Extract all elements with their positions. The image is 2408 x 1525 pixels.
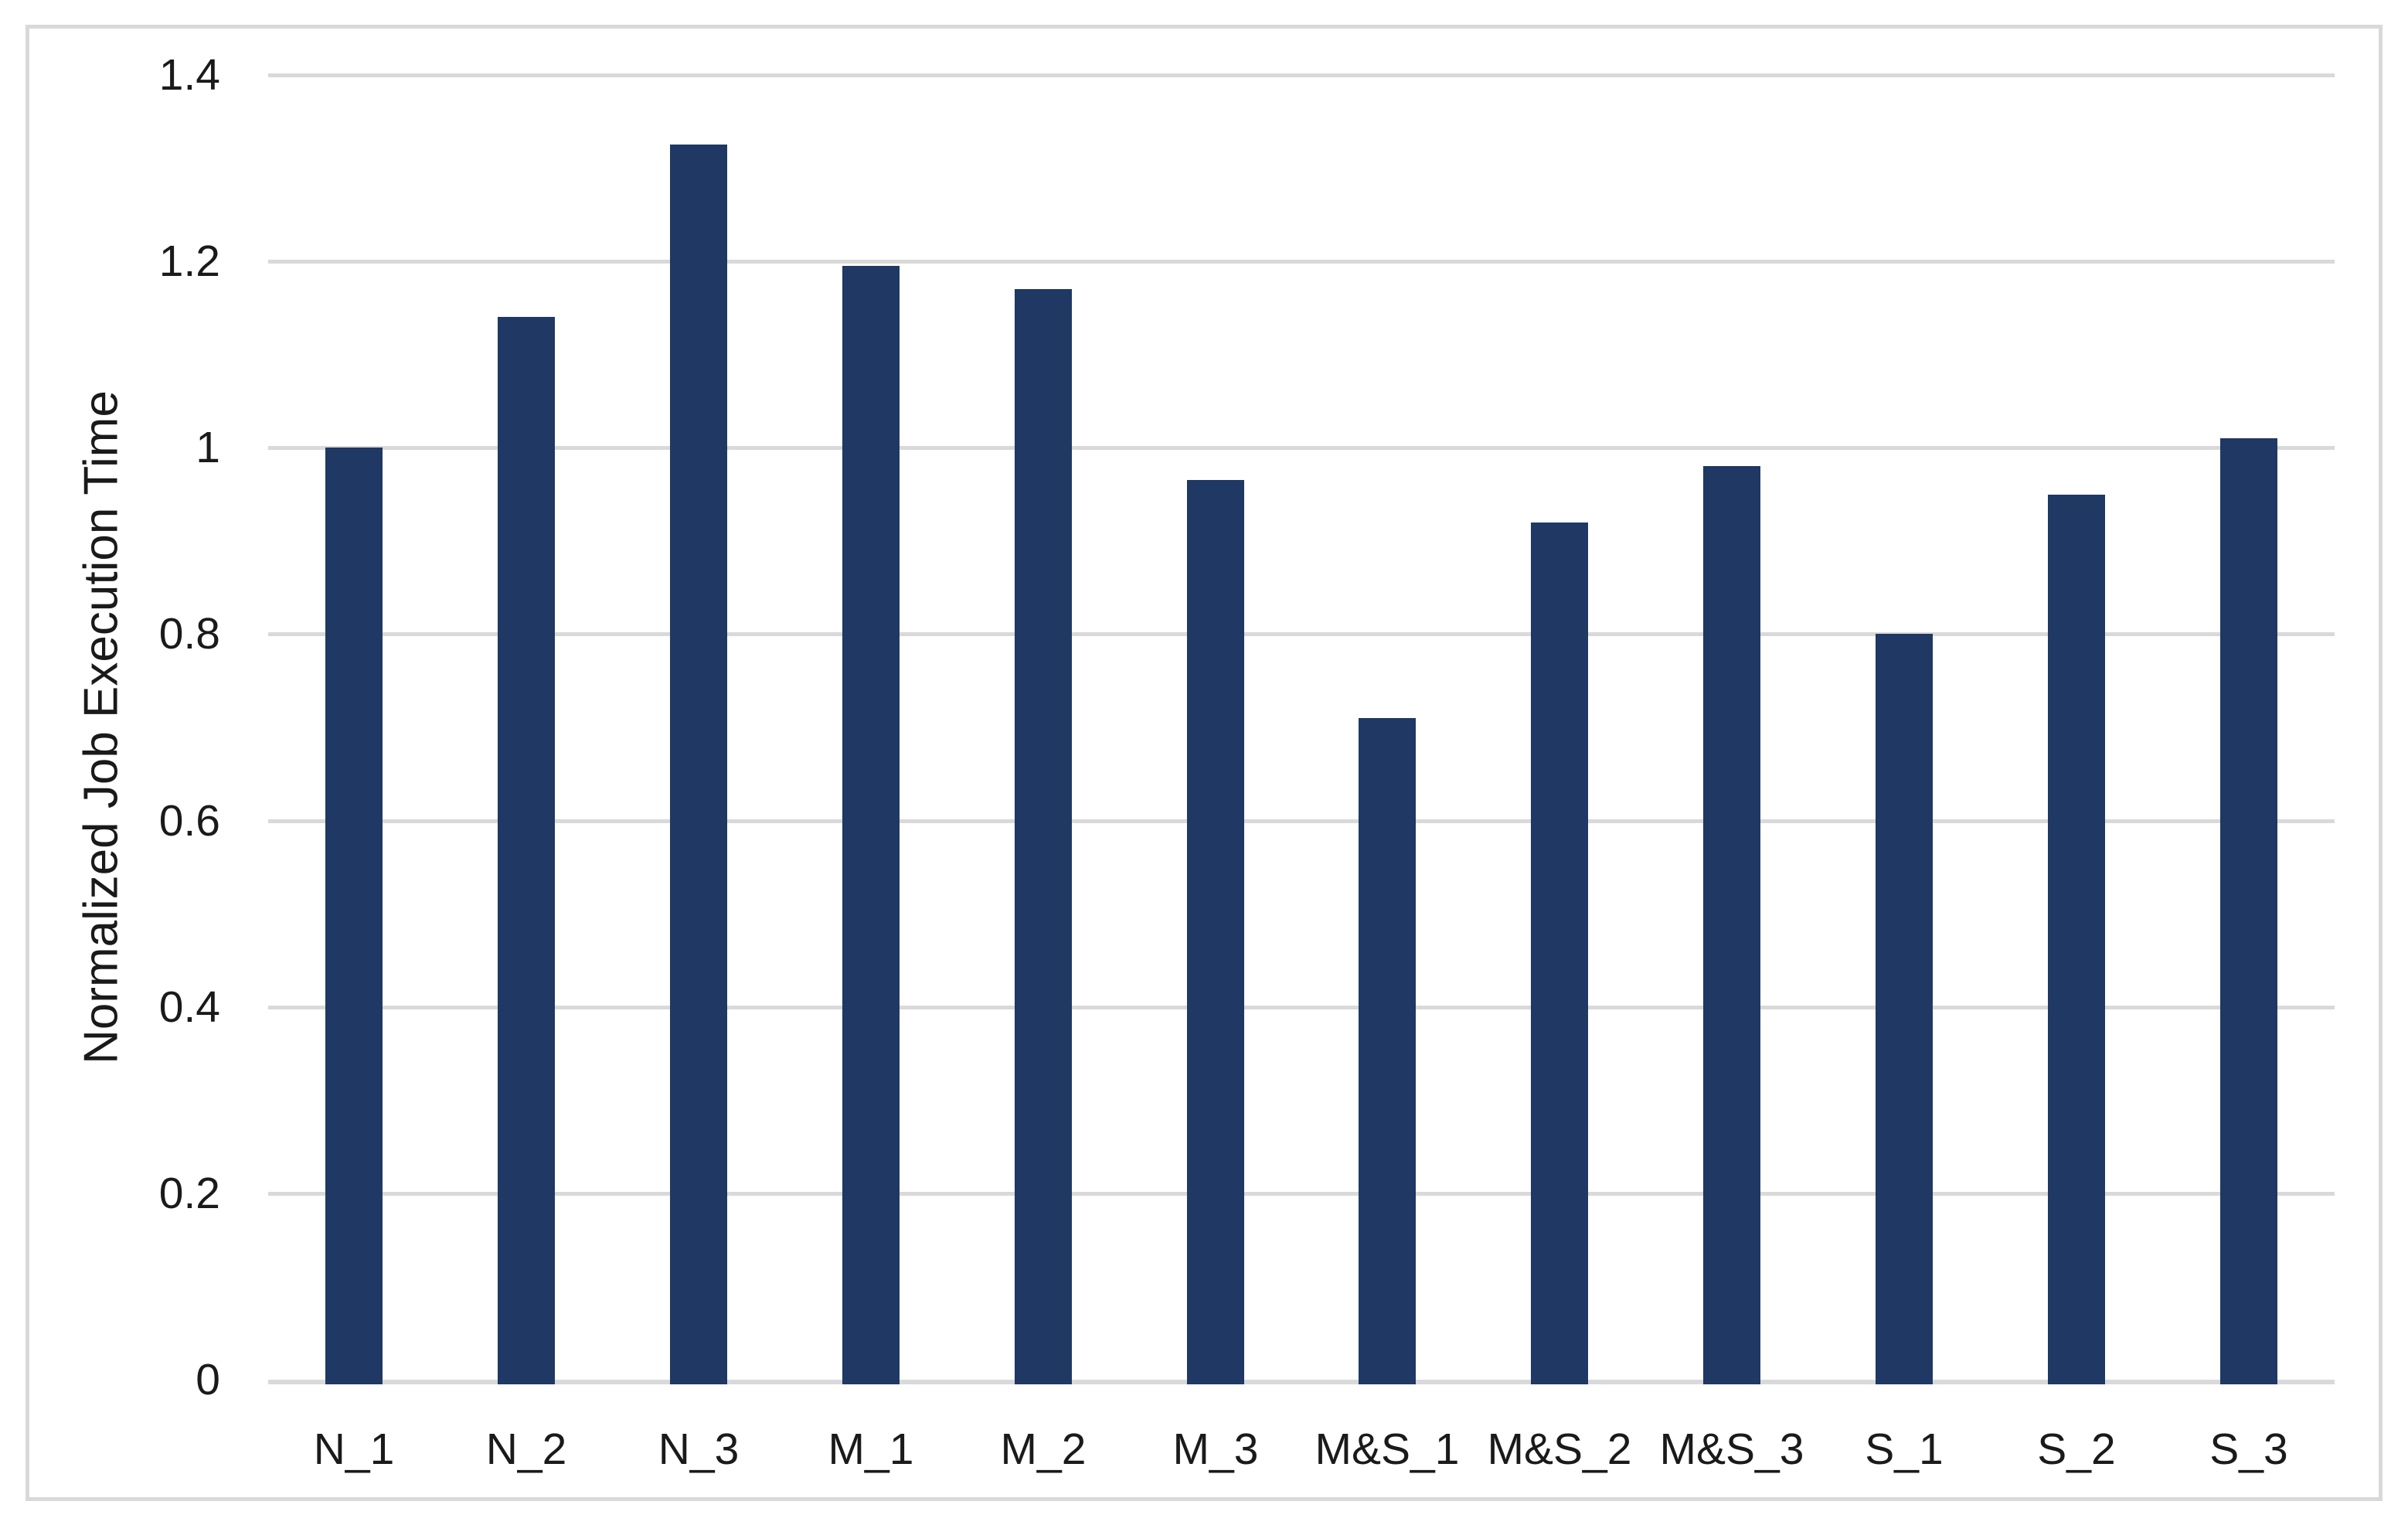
y-tick-label-0.8: 0.8	[158, 609, 220, 659]
bar-S_2	[2048, 495, 2105, 1384]
x-tick-label-M&S_3: M&S_3	[1659, 1425, 1804, 1474]
x-tick-label-N_2: N_2	[485, 1425, 567, 1474]
gridline-y-0.2	[268, 1192, 2335, 1196]
x-tick-label-N_3: N_3	[658, 1425, 740, 1474]
bar-S_1	[1876, 634, 1933, 1384]
y-tick-label-0.6: 0.6	[158, 796, 220, 846]
bar-M_3	[1187, 480, 1244, 1384]
x-tick-label-M_3: M_3	[1172, 1425, 1259, 1474]
y-tick-label-1: 1	[196, 423, 220, 472]
bar-M_2	[1015, 289, 1072, 1384]
gridline-y-0.6	[268, 819, 2335, 823]
bar-M&S_1	[1359, 718, 1416, 1384]
gridline-y-1.2	[268, 260, 2335, 264]
y-tick-label-1.2: 1.2	[158, 237, 220, 286]
y-tick-label-0.4: 0.4	[158, 982, 220, 1032]
x-tick-label-S_3: S_3	[2209, 1425, 2288, 1474]
gridline-y-0.8	[268, 632, 2335, 636]
x-tick-label-M&S_1: M&S_1	[1315, 1425, 1460, 1474]
x-tick-label-M_1: M_1	[828, 1425, 914, 1474]
bar-M&S_2	[1531, 523, 1588, 1384]
bar-N_1	[325, 448, 383, 1384]
bar-M&S_3	[1703, 466, 1760, 1384]
gridline-y-0.4	[268, 1006, 2335, 1009]
y-tick-label-0.2: 0.2	[158, 1169, 220, 1218]
gridline-y-0	[268, 1380, 2335, 1384]
x-tick-label-S_1: S_1	[1865, 1425, 1944, 1474]
x-tick-label-M_2: M_2	[1000, 1425, 1087, 1474]
bar-S_3	[2220, 438, 2277, 1384]
y-axis-title: Normalized Job Execution Time	[74, 390, 128, 1064]
x-tick-label-S_2: S_2	[2037, 1425, 2116, 1474]
gridline-y-1.4	[268, 73, 2335, 77]
y-tick-label-1.4: 1.4	[158, 50, 220, 100]
x-tick-label-N_1: N_1	[313, 1425, 395, 1474]
y-tick-label-0: 0	[196, 1355, 220, 1404]
x-tick-label-M&S_2: M&S_2	[1487, 1425, 1632, 1474]
bar-N_2	[498, 317, 555, 1384]
bar-N_3	[670, 145, 727, 1384]
bar-M_1	[842, 266, 900, 1384]
gridline-y-1	[268, 446, 2335, 450]
